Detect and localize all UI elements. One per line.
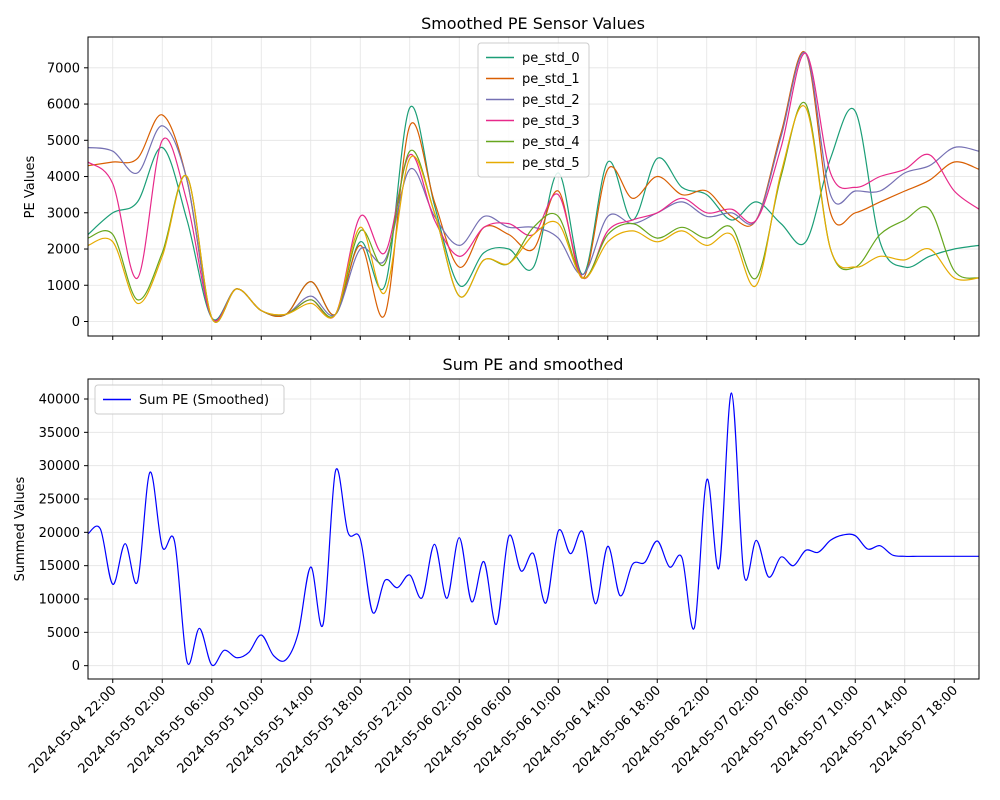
bottom-y-tick-label: 5000 (47, 626, 80, 641)
top-x-ticks (112, 336, 955, 340)
top-legend-label: pe_std_2 (522, 93, 580, 108)
top-legend: pe_std_0 pe_std_1 pe_std_2 pe_std_3 pe_std_4… (477, 42, 590, 178)
bottom-y-tick-label: 25000 (39, 493, 80, 508)
top-plot-frame (87, 36, 980, 337)
bottom-series-line-sum-pe-smoothed- (87, 392, 979, 667)
top-legend-label: pe_std_0 (522, 51, 580, 66)
top-y-tick-label: 7000 (47, 61, 80, 76)
bottom-y-tick-label: 15000 (39, 559, 80, 574)
top-series-group (87, 50, 980, 323)
top-y-tick-label: 2000 (47, 243, 80, 258)
top-y-ticks: 0 1000 2000 3000 4000 5000 6000 7000 (47, 61, 88, 330)
bottom-chart-title: Sum PE and smoothed (443, 355, 624, 374)
bottom-y-ticks: 0 5000 10000 15000 20000 25000 30000 35000 40000 (39, 393, 88, 674)
top-y-tick-label: 0 (72, 315, 80, 330)
top-y-tick-label: 5000 (47, 134, 80, 149)
bottom-y-tick-label: 0 (72, 659, 80, 674)
top-chart-panel: 0 1000 2000 3000 4000 5000 6000 7000 Smoothed P… (23, 14, 980, 340)
bottom-legend: Sum PE (Smoothed) (94, 384, 285, 415)
bottom-plot-frame (87, 378, 980, 680)
top-legend-box (477, 42, 590, 178)
bottom-y-tick-label: 30000 (39, 459, 80, 474)
top-legend-label: pe_std_3 (522, 114, 580, 129)
bottom-y-axis-label: Summed Values (13, 476, 28, 581)
bottom-y-tick-label: 40000 (39, 393, 80, 408)
top-grid (88, 37, 979, 336)
top-y-axis-label: PE Values (23, 155, 38, 218)
bottom-y-tick-label: 10000 (39, 593, 80, 608)
bottom-grid (88, 379, 979, 679)
bottom-y-tick-label: 35000 (39, 426, 80, 441)
bottom-series-group (87, 392, 979, 667)
top-legend-label: pe_std_5 (522, 156, 580, 171)
top-y-tick-label: 3000 (47, 206, 80, 221)
top-legend-label: pe_std_4 (522, 135, 580, 150)
top-legend-label: pe_std_1 (522, 72, 580, 87)
bottom-legend-label: Sum PE (Smoothed) (139, 393, 269, 408)
bottom-legend-box (94, 384, 285, 415)
top-y-tick-label: 4000 (47, 170, 80, 185)
top-series-line-pe-std-5 (87, 105, 980, 323)
top-chart-title: Smoothed PE Sensor Values (421, 14, 645, 33)
top-y-tick-label: 6000 (47, 98, 80, 113)
top-y-tick-label: 1000 (47, 279, 80, 294)
top-series-line-pe-std-3 (87, 52, 980, 322)
bottom-y-tick-label: 20000 (39, 526, 80, 541)
